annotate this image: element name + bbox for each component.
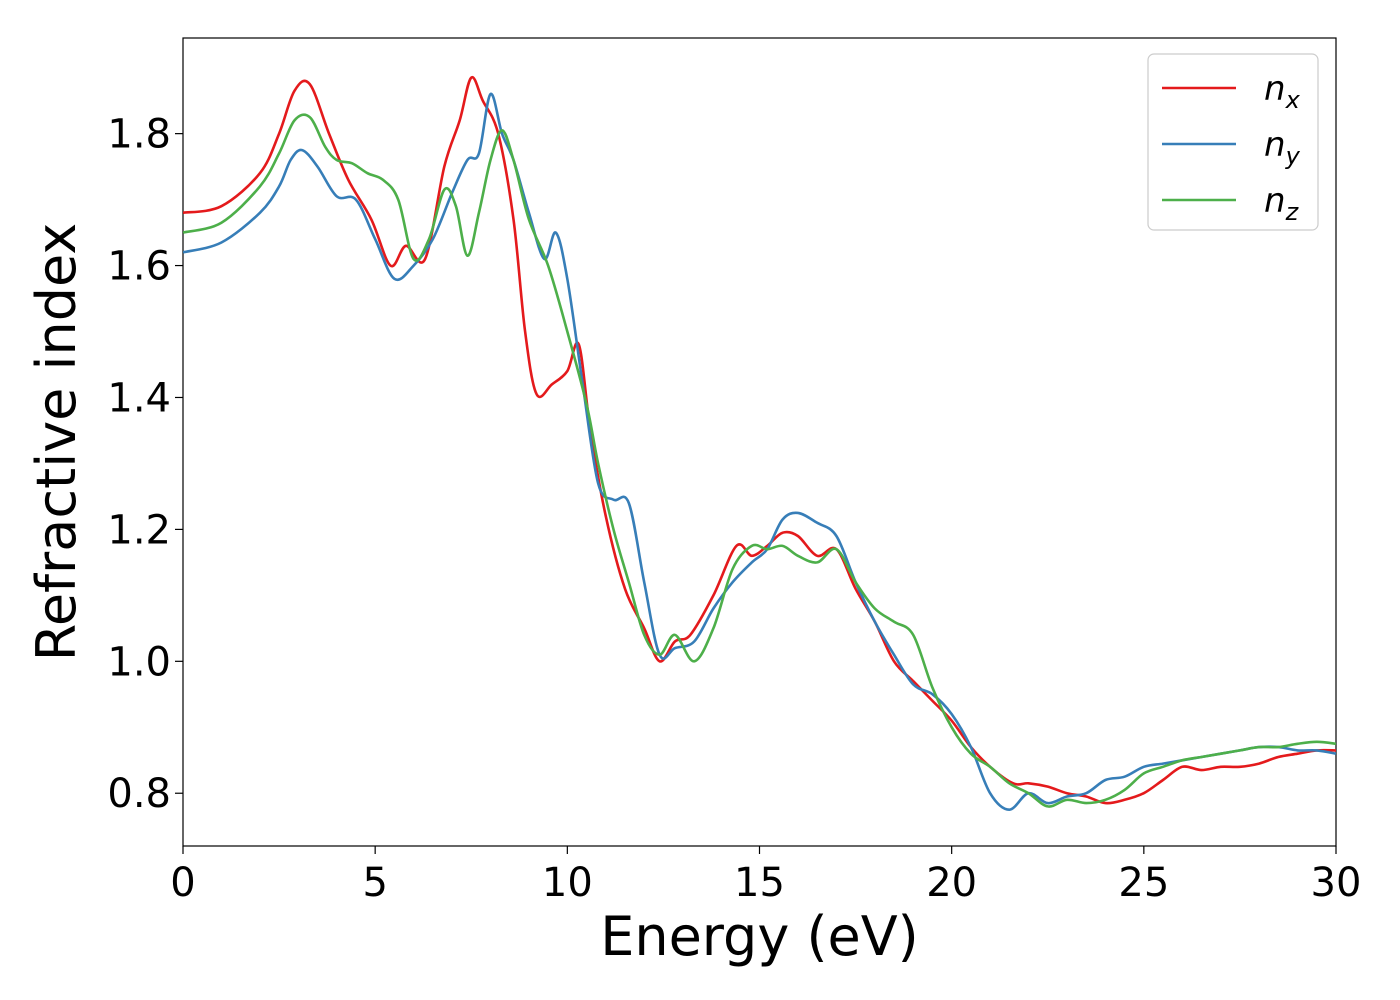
x-tick-label: 15 [734, 860, 785, 906]
y-tick-label: 0.8 [107, 771, 171, 817]
series-line-nz [183, 113, 1336, 808]
y-tick-label: 1.0 [107, 639, 171, 685]
series-layer [183, 75, 1336, 811]
y-tick-label: 1.8 [107, 112, 171, 158]
y-tick-label: 1.2 [107, 507, 171, 553]
x-tick-label: 30 [1311, 860, 1362, 906]
x-tick-label: 25 [1118, 860, 1169, 906]
legend-box [1147, 53, 1319, 231]
x-axis-ticks: 0 5 10 15 20 25 30 [170, 846, 1361, 906]
x-tick-label: 5 [362, 860, 387, 906]
x-tick-label: 10 [542, 860, 593, 906]
x-tick-label: 20 [926, 860, 977, 906]
y-axis-ticks: 0.8 1.0 1.2 1.4 1.6 1.8 [107, 112, 183, 817]
y-tick-label: 1.6 [107, 244, 171, 290]
y-tick-label: 1.4 [107, 375, 171, 421]
x-axis-title: Energy (eV) [600, 905, 919, 968]
x-tick-label: 0 [170, 860, 195, 906]
y-axis-title: Refractive index [25, 223, 88, 662]
series-line-nx [183, 75, 1336, 805]
